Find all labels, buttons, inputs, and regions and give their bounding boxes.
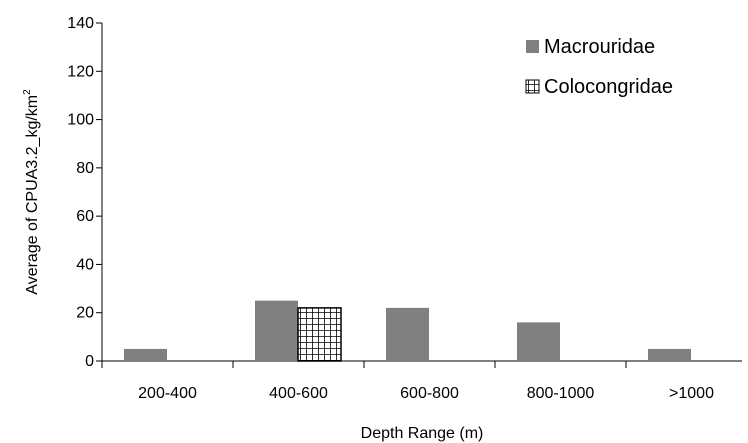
y-tick-label: 80 — [76, 160, 94, 177]
y-tick-label: 60 — [76, 208, 94, 225]
bar-macrouridae-600800 — [386, 307, 429, 361]
y-tick-label: 140 — [67, 15, 94, 32]
bar-macrouridae-400600 — [255, 300, 298, 361]
legend-swatch-macrouridae — [526, 40, 539, 53]
legend-label-macrouridae: Macrouridae — [544, 36, 655, 58]
x-axis-title: Depth Range (m) — [361, 425, 484, 442]
y-axis-title-main: Average of CPUA3.2_kg/km — [24, 95, 41, 295]
x-tick-label: 600-800 — [400, 385, 459, 402]
y-axis-title: Average of CPUA3.2_kg/km2 — [22, 89, 41, 295]
bar-macrouridae-1000 — [648, 348, 691, 361]
bar-macrouridae-8001000 — [517, 322, 560, 361]
x-tick-label: 200-400 — [138, 385, 197, 402]
bar-colocongridae-400600 — [297, 307, 342, 362]
x-tick-label: 800-1000 — [527, 385, 595, 402]
y-tick-label: 40 — [76, 256, 94, 273]
x-tick-label: >1000 — [669, 385, 714, 402]
legend: Macrouridae Colocongridae — [525, 36, 673, 98]
y-axis-title-superscript: 2 — [22, 89, 33, 95]
legend-label-colocongridae: Colocongridae — [544, 76, 673, 98]
bar-macrouridae-200400 — [124, 348, 167, 361]
y-tick-label: 0 — [85, 353, 94, 370]
y-tick-label: 20 — [76, 305, 94, 322]
y-axis-ticks: 0 20 40 60 80 100 120 140 — [67, 15, 102, 370]
y-tick-label: 120 — [67, 63, 94, 80]
bar-series — [124, 300, 691, 362]
x-axis-ticks: 200-400 400-600 600-800 800-1000 >1000 — [101, 361, 714, 402]
legend-swatch-colocongridae — [525, 79, 540, 94]
y-tick-label: 100 — [67, 112, 94, 129]
x-tick-label: 400-600 — [269, 385, 328, 402]
